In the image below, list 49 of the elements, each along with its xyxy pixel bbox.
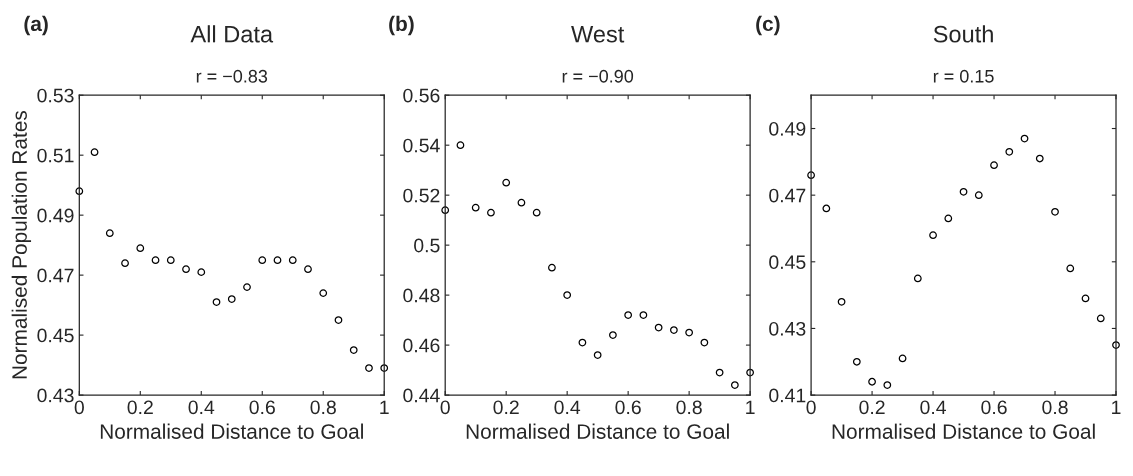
chart-subtitle: r = −0.90 xyxy=(562,69,634,83)
y-tick-label: 0.47 xyxy=(37,268,74,283)
y-tick-label: 0.45 xyxy=(37,328,74,343)
y-tick-label: 0.54 xyxy=(403,138,440,153)
y-tick-label: 0.49 xyxy=(769,121,806,136)
x-tick-label: 0.8 xyxy=(310,400,336,415)
x-tick-label: 1 xyxy=(380,400,389,415)
chart-title: West xyxy=(571,26,625,43)
x-tick-label: 0.8 xyxy=(1042,400,1068,415)
chart-subtitle: r = 0.15 xyxy=(933,69,994,83)
y-tick-label: 0.47 xyxy=(769,188,806,203)
x-axis-title: Normalised Distance to Goal xyxy=(466,423,729,439)
y-tick-label: 0.43 xyxy=(37,388,74,403)
y-tick-label: 0.5 xyxy=(414,238,440,253)
x-tick-label: 0.2 xyxy=(127,400,153,415)
x-tick-label: 0 xyxy=(74,400,84,415)
x-tick-label: 0.4 xyxy=(554,400,581,415)
x-tick-label: 0 xyxy=(806,400,816,415)
y-tick-label: 0.43 xyxy=(769,321,806,336)
text: (b) xyxy=(389,15,414,36)
x-tick-label: 0.4 xyxy=(188,400,215,415)
x-tick-label: 0.4 xyxy=(920,400,947,415)
x-axis-title: Normalised Distance to Goal xyxy=(832,423,1095,439)
x-tick-label: 0.6 xyxy=(249,400,275,415)
x-tick-label: 0.8 xyxy=(676,400,702,415)
x-tick-label: 0.2 xyxy=(859,400,885,415)
x-tick-label: 0.2 xyxy=(493,400,519,415)
y-tick-label: 0.48 xyxy=(403,288,440,303)
y-tick-label: 0.52 xyxy=(403,188,440,203)
x-tick-label: 1 xyxy=(746,400,755,415)
y-tick-label: 0.44 xyxy=(403,388,440,403)
chart-title: South xyxy=(933,25,993,43)
chart-title: All Data xyxy=(190,25,274,43)
x-tick-label: 1 xyxy=(1112,400,1121,415)
x-tick-label: 0.6 xyxy=(981,400,1007,415)
x-tick-label: 0.6 xyxy=(615,400,641,415)
chart-subtitle: r = −0.83 xyxy=(196,69,268,83)
y-tick-label: 0.56 xyxy=(403,88,440,103)
text: (c) xyxy=(756,15,780,36)
y-tick-label: 0.49 xyxy=(37,208,74,223)
y-tick-label: 0.51 xyxy=(37,148,74,163)
y-tick-label: 0.45 xyxy=(769,255,806,270)
text: (a) xyxy=(24,15,48,36)
x-axis-title: Normalised Distance to Goal xyxy=(100,423,363,439)
y-axis-title: Normalised Population Rates xyxy=(11,110,32,379)
y-tick-label: 0.53 xyxy=(37,88,74,103)
x-tick-label: 0 xyxy=(440,400,450,415)
y-tick-label: 0.41 xyxy=(769,388,806,403)
y-tick-label: 0.46 xyxy=(403,338,440,353)
